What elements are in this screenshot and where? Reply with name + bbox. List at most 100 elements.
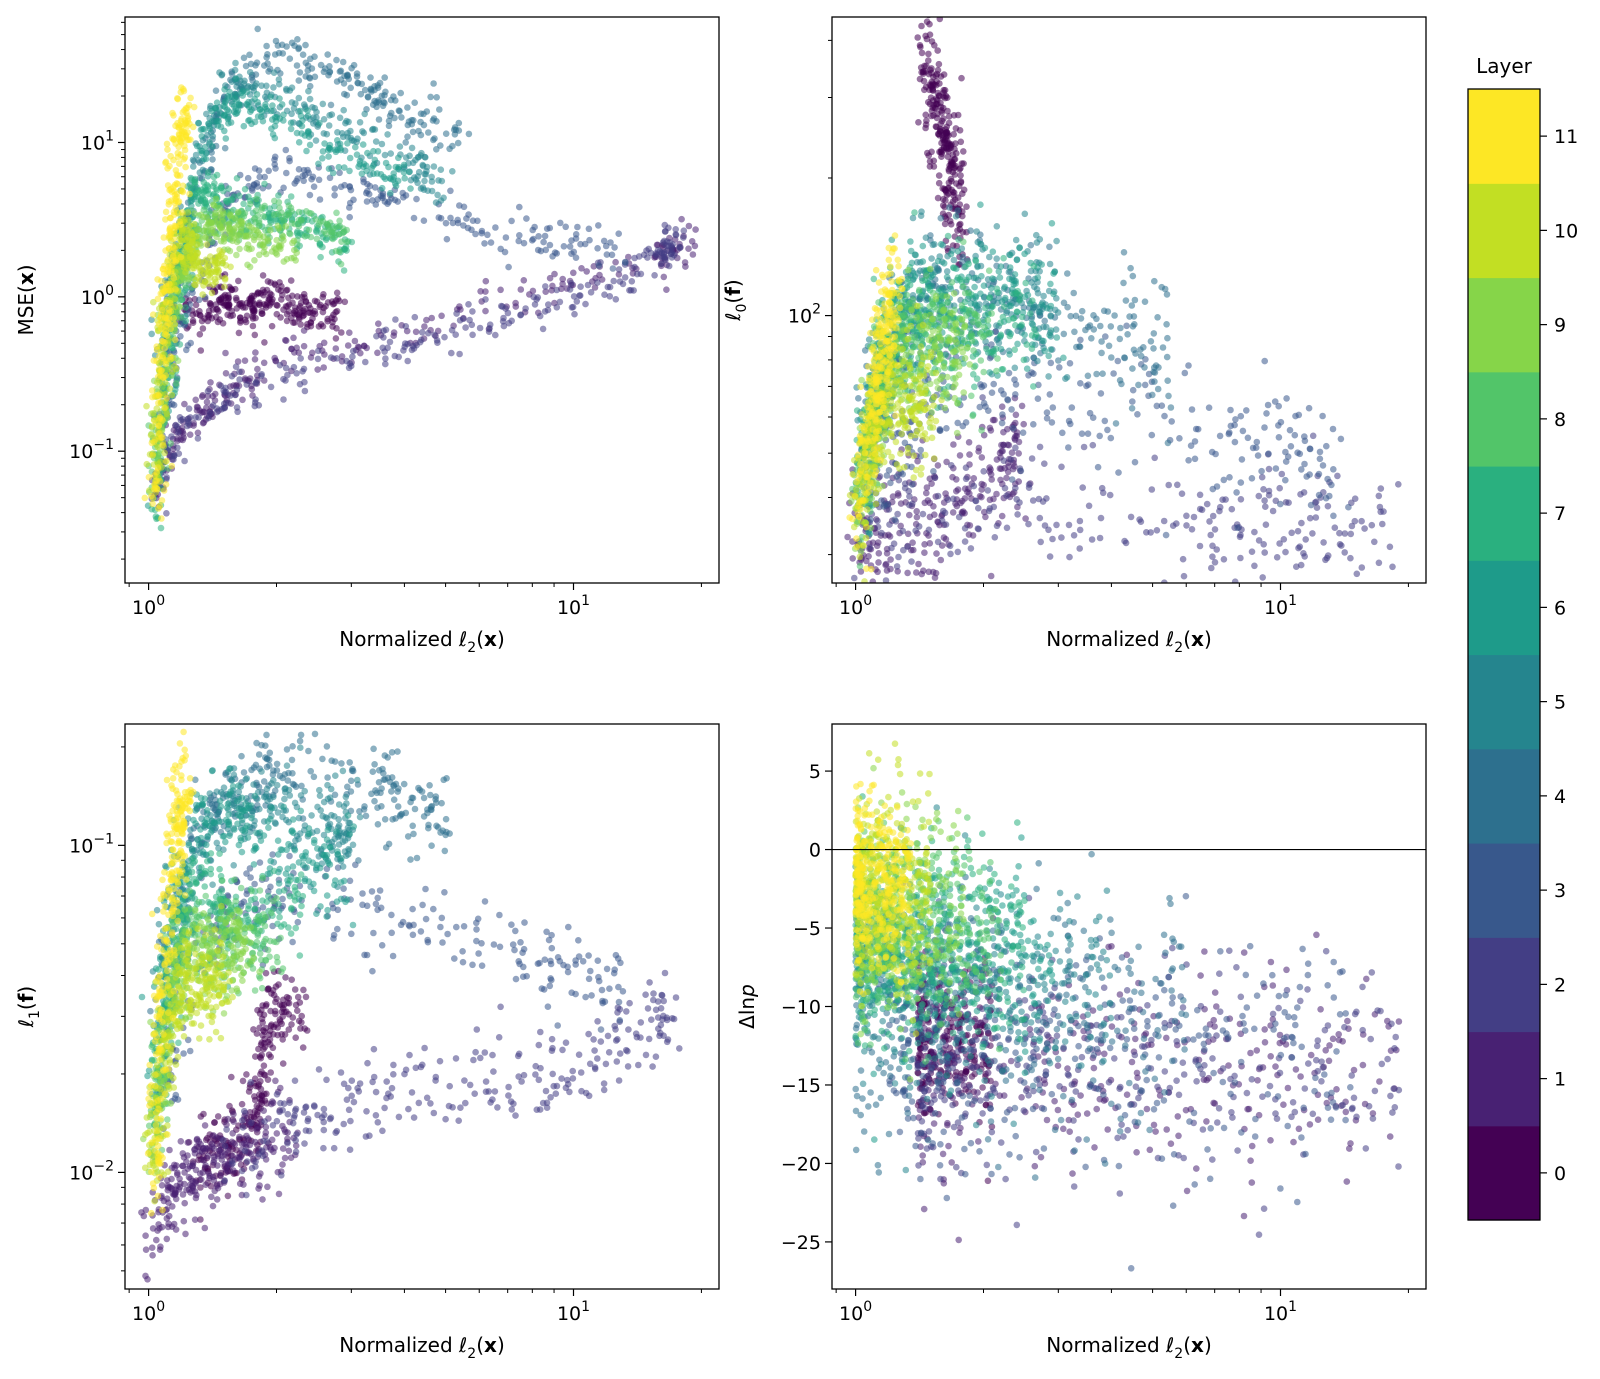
l0-point-layer-4 [1090,312,1097,319]
mse-point-layer-7 [199,195,207,202]
l0-point-layer-1 [1011,436,1019,444]
l0-point-layer-3 [1104,426,1111,434]
mse-point-layer-11 [150,357,158,364]
mse-point-layer-2 [163,474,170,481]
l0-point-layer-6 [1047,327,1055,334]
mse-point-layer-4 [320,68,328,76]
mse-point-layer-6 [267,93,274,101]
l0-point-layer-3 [1248,475,1256,482]
mse-point-layer-4 [299,51,307,58]
mse-point-layer-4 [264,51,271,58]
l0-point-layer-0 [948,141,955,148]
mse-point-layer-5 [313,114,320,121]
l0-point-layer-2 [1043,495,1050,502]
mse-point-layer-4 [293,62,301,69]
l0-point-layer-0 [933,70,941,78]
l0-point-layer-5 [1033,231,1040,239]
l0-point-layer-3 [1316,455,1324,463]
mse-point-layer-1 [241,375,249,382]
mse-point-layer-1 [251,356,259,363]
mse-point-layer-8 [295,208,303,216]
l0-point-layer-3 [1191,455,1199,463]
l0-point-layer-3 [1107,434,1115,442]
mse-point-layer-1 [288,345,295,353]
mse-point-layer-6 [335,163,343,171]
mse-point-layer-10 [168,391,176,399]
mse-point-layer-8 [343,238,351,246]
l0-point-layer-3 [1134,411,1141,418]
l0-point-layer-1 [1012,411,1020,419]
l0-point-layer-3 [1017,467,1025,475]
mse-point-layer-8 [200,206,208,214]
mse-point-layer-4 [337,76,345,83]
l0-point-layer-5 [1047,313,1055,320]
mse-point-layer-10 [177,237,185,244]
mse-point-layer-3 [350,196,357,204]
mse-point-layer-10 [208,268,216,276]
mse-point-layer-6 [319,148,327,155]
l0-point-layer-6 [947,250,955,258]
mse-point-layer-2 [567,280,575,287]
l0-point-layer-1 [1005,441,1013,449]
mse-point-layer-2 [465,301,472,308]
l0-point-layer-1 [883,550,891,557]
mse-point-layer-2 [290,363,298,371]
mse-point-layer-1 [512,303,520,310]
l0-point-layer-2 [1222,496,1229,503]
mse-point-layer-11 [186,190,193,198]
mse-point-layer-2 [236,368,243,376]
l0-point-layer-2 [1273,554,1281,561]
l0-point-layer-2 [1169,522,1177,529]
l0-point-layer-1 [869,578,877,583]
l0-point-layer-4 [959,253,967,261]
mse-point-layer-3 [420,217,428,224]
mse-point-layer-2 [628,278,636,285]
l0-point-layer-2 [1211,526,1219,533]
mse-point-layer-3 [449,219,457,227]
mse-point-layer-11 [173,171,181,178]
mse-point-layer-6 [304,107,311,114]
l0-point-layer-5 [1034,357,1041,365]
mse-point-layer-9 [232,224,239,231]
l0-point-layer-0 [935,130,943,138]
l0-point-layer-2 [967,545,975,552]
mse-point-layer-2 [644,254,651,261]
mse-point-layer-0 [199,325,207,332]
l0-point-layer-4 [1116,335,1124,343]
mse-point-layer-5 [233,83,240,90]
l0-point-layer-2 [1053,521,1060,529]
mse-point-layer-11 [180,85,187,93]
mse-point-layer-11 [155,430,163,438]
mse-point-layer-11 [166,280,173,288]
l0-point-layer-3 [1094,463,1102,471]
l0-point-layer-0 [946,217,954,225]
mse-point-layer-9 [191,210,198,217]
mse-point-layer-6 [209,143,216,150]
l0-point-layer-6 [967,300,975,307]
mse-x-axis-label-sub: 2 [467,640,476,656]
l0-point-layer-3 [1019,429,1027,437]
mse-point-layer-5 [428,187,436,195]
l0-point-layer-4 [1120,249,1128,256]
l0-point-layer-1 [924,497,932,504]
mse-point-layer-9 [255,251,263,259]
mse-point-layer-2 [672,231,679,238]
mse-point-layer-1 [203,398,211,406]
l0-point-layer-3 [1192,425,1200,433]
l0-point-layer-3 [1078,430,1086,438]
mse-point-layer-3 [388,195,395,202]
mse-point-layer-11 [168,270,175,277]
mse-point-layer-8 [338,238,345,245]
mse-point-layer-11 [156,502,163,510]
l0-point-layer-3 [1161,412,1168,420]
l0-point-layer-2 [1041,460,1048,468]
l0-point-layer-6 [972,274,980,282]
mse-point-layer-10 [150,298,157,306]
mse-point-layer-3 [244,174,252,182]
mse-point-layer-11 [148,387,156,394]
mse-point-layer-5 [356,119,364,126]
mse-point-layer-2 [606,293,614,300]
l0-point-layer-3 [960,394,968,401]
l0-point-layer-0 [915,119,922,126]
l0-point-layer-2 [979,394,986,401]
